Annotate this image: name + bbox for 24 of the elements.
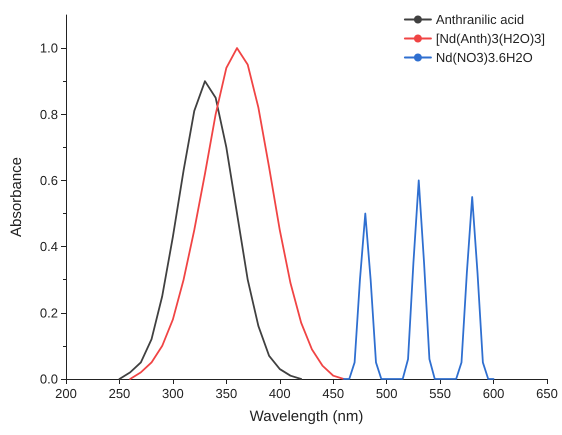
- y-tick-label: 0.6: [40, 172, 58, 188]
- y-tick-label: 0.4: [40, 239, 58, 254]
- y-tick-label: 1.0: [40, 40, 58, 56]
- x-tick-label: 550: [429, 386, 451, 401]
- y-tick-label: 0.8: [40, 106, 58, 122]
- x-tick-label: 350: [215, 386, 238, 401]
- legend-label: [Nd(Anth)3(H2O)3]: [436, 31, 546, 46]
- y-axis-title: Absorbance: [8, 156, 25, 238]
- x-tick-label: 200: [55, 386, 77, 401]
- x-tick-label: 300: [162, 386, 184, 401]
- x-tick-label: 600: [482, 386, 504, 401]
- line-series: [118, 80, 302, 380]
- x-tick-label: 500: [376, 386, 398, 401]
- x-tick-label: 650: [536, 386, 558, 401]
- y-tick-label: 0.2: [40, 305, 58, 320]
- x-tick-label: 450: [322, 386, 344, 401]
- x-axis-title: Wavelength (nm): [250, 408, 364, 425]
- legend-label: Anthranilic acid: [436, 12, 524, 27]
- x-tick-label: 250: [108, 386, 130, 401]
- y-tick-label: 0.0: [40, 372, 58, 386]
- legend-label: Nd(NO3)3.6H2O: [436, 50, 533, 65]
- x-tick-label: 400: [268, 386, 291, 401]
- line-series: [129, 47, 345, 380]
- line-series: [343, 180, 494, 380]
